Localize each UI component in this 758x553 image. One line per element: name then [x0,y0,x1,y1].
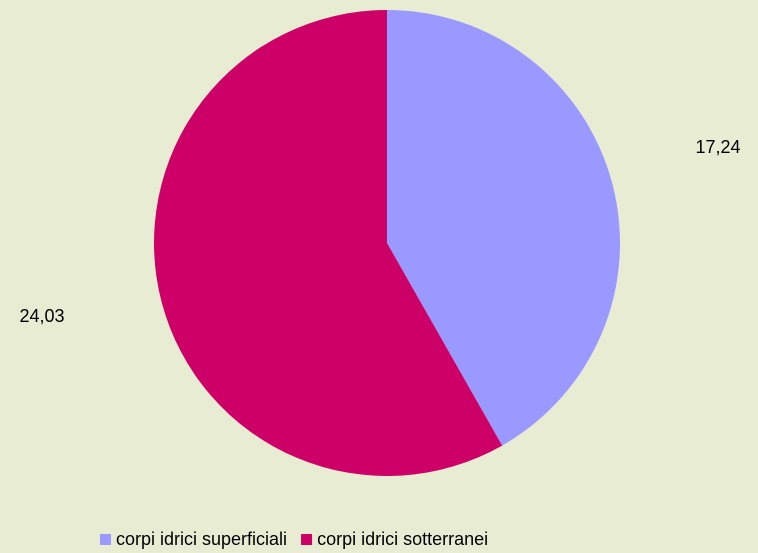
data-label: 24,03 [19,306,64,326]
legend-swatch [100,534,111,545]
data-label: 17,24 [695,137,740,157]
legend-label: corpi idrici superficiali [116,529,287,549]
pie-slice [387,10,620,446]
legend-label: corpi idrici sotterranei [317,529,488,549]
pie-slice [154,10,503,477]
legend-swatch [301,534,313,545]
